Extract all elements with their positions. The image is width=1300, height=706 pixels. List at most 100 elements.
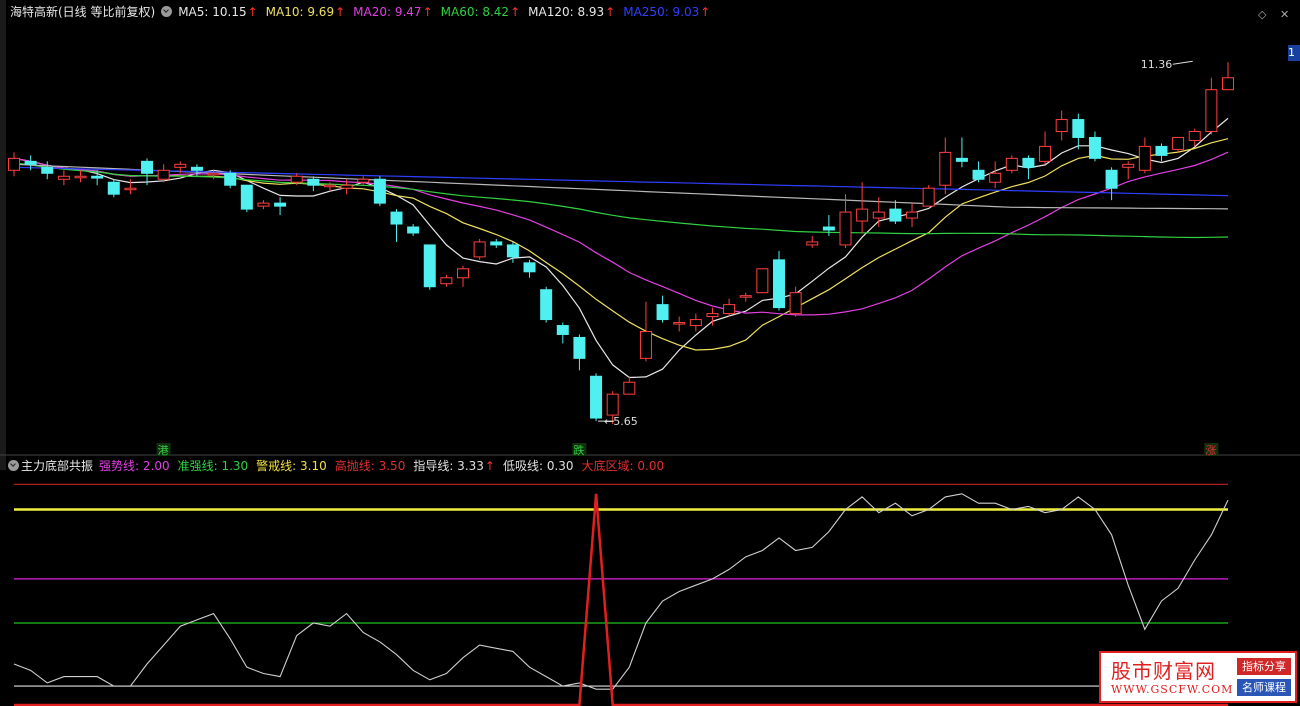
- candle-body: [407, 226, 420, 234]
- candle-body: [839, 211, 852, 246]
- candle-body: [573, 336, 586, 359]
- candle-body: [1088, 136, 1101, 159]
- ma-legend-item: MA10: 9.69: [265, 5, 335, 19]
- left-edge-strip: [0, 0, 6, 470]
- candle-body: [274, 202, 287, 207]
- candle-body: [540, 289, 553, 321]
- candle-body: [506, 244, 519, 258]
- candle-body: [922, 187, 935, 207]
- watermark-tag-course: 名师课程: [1237, 679, 1291, 696]
- indicator-legend-item: 警戒线: 3.10: [256, 459, 327, 473]
- candle-body: [772, 259, 785, 309]
- candle-body: [174, 163, 187, 168]
- candle-body: [307, 178, 320, 186]
- candle-body: [955, 157, 968, 162]
- candle-body: [207, 172, 220, 176]
- candle-body: [1055, 119, 1068, 132]
- up-arrow-icon: ↑: [510, 5, 521, 19]
- candle-body: [457, 268, 470, 279]
- candle-body: [756, 268, 769, 294]
- candle-body: [24, 160, 37, 165]
- stock-title[interactable]: 海特高新(日线 等比前复权): [10, 5, 156, 19]
- candle-body: [74, 175, 87, 179]
- ma-legend: MA5: 10.15↑ MA10: 9.69↑ MA20: 9.47↑ MA60: 8…: [178, 5, 718, 19]
- candle-body: [290, 175, 303, 183]
- candle-body: [257, 202, 270, 207]
- up-arrow-icon: ↑: [335, 5, 346, 19]
- bottom-zone-line: [14, 493, 1228, 706]
- candle-body: [989, 172, 1002, 183]
- ma-legend-item: MA120: 8.93: [528, 5, 605, 19]
- candle-body: [1188, 130, 1201, 141]
- candle-body: [1005, 157, 1018, 171]
- candle-body: [323, 184, 336, 188]
- candle-body: [856, 208, 869, 222]
- candle-body: [91, 175, 104, 179]
- indicator-legend-item: 高抛线: 3.50: [334, 459, 406, 473]
- ma-line-ma60: [13, 162, 1229, 239]
- up-arrow-icon: ↑: [247, 5, 258, 19]
- candle-body: [972, 169, 985, 180]
- guide-line: [13, 493, 1229, 690]
- candle-body: [357, 178, 370, 183]
- diamond-icon[interactable]: ◇: [1258, 8, 1267, 21]
- indicator-legend-item: 准强线: 1.30: [177, 459, 249, 473]
- candle-body: [8, 157, 20, 171]
- candle-body: [1105, 169, 1118, 189]
- signal-badge: [1204, 443, 1219, 456]
- candle-body: [373, 178, 386, 204]
- watermark-logo: 股市财富网 WWW.GSCFW.COM 指标分享 名师课程: [1099, 651, 1297, 703]
- up-arrow-icon: ↑: [605, 5, 616, 19]
- candle-body: [141, 160, 154, 174]
- candle-body: [656, 304, 669, 321]
- candle-body: [1205, 89, 1218, 132]
- indicator-legend: 强势线: 2.00 准强线: 1.30 警戒线: 3.10 高抛线: 3.50 指导线:…: [99, 459, 672, 473]
- candle-body: [57, 175, 70, 180]
- indicator-legend-item: 大底区域: 0.00: [581, 459, 665, 473]
- candle-body: [124, 187, 137, 191]
- ma-legend-item: MA60: 8.42: [440, 5, 510, 19]
- candle-body: [224, 172, 237, 186]
- signal-label: 涨: [1205, 444, 1216, 457]
- candle-body: [556, 325, 569, 335]
- indicator-legend-item: 低吸线: 0.30: [502, 459, 574, 473]
- candle-body: [789, 292, 802, 315]
- price-header: 海特高新(日线 等比前复权) MA5: 10.15↑ MA10: 9.69↑ MA20…: [10, 3, 1270, 23]
- candle-body: [1022, 157, 1035, 168]
- candle-body: [906, 211, 919, 219]
- candle-body: [340, 184, 353, 189]
- candle-body: [390, 211, 403, 225]
- candle-body: [689, 319, 702, 327]
- indicator-title[interactable]: 主力底部共振: [21, 459, 94, 473]
- candle-body: [490, 241, 503, 246]
- ma-line-ma250: [13, 166, 1229, 197]
- candle-body: [739, 295, 752, 298]
- candle-body: [1172, 136, 1185, 150]
- close-icon[interactable]: ✕: [1280, 8, 1290, 21]
- ma-line-ma10: [13, 138, 1229, 351]
- up-arrow-icon: ↑: [700, 5, 711, 19]
- candle-body: [706, 313, 719, 318]
- candle-body: [723, 304, 736, 315]
- candle-body: [590, 375, 603, 419]
- candle-body: [1039, 145, 1052, 162]
- chevron-down-icon[interactable]: [8, 460, 19, 471]
- low-price-label: ←5.65: [604, 415, 638, 428]
- ma-legend-item: MA250: 9.03: [623, 5, 700, 19]
- indicator-header: 主力底部共振 强势线: 2.00 准强线: 1.30 警戒线: 3.10 高抛线: 3.…: [8, 457, 674, 475]
- candle-body: [423, 244, 436, 288]
- ma-legend-item: MA5: 10.15: [178, 5, 247, 19]
- candle-body: [240, 184, 253, 210]
- chevron-down-icon[interactable]: [161, 6, 173, 17]
- candle-body: [107, 181, 120, 195]
- signal-label: 港: [158, 444, 169, 457]
- up-arrow-icon: ↑: [422, 5, 433, 19]
- candle-body: [1138, 145, 1151, 171]
- candle-body: [673, 322, 686, 325]
- candle-body: [939, 151, 952, 186]
- candle-body: [1222, 77, 1234, 91]
- candle-body: [623, 381, 636, 395]
- candle-body: [1072, 119, 1085, 138]
- up-arrow-icon: ↑: [484, 459, 495, 473]
